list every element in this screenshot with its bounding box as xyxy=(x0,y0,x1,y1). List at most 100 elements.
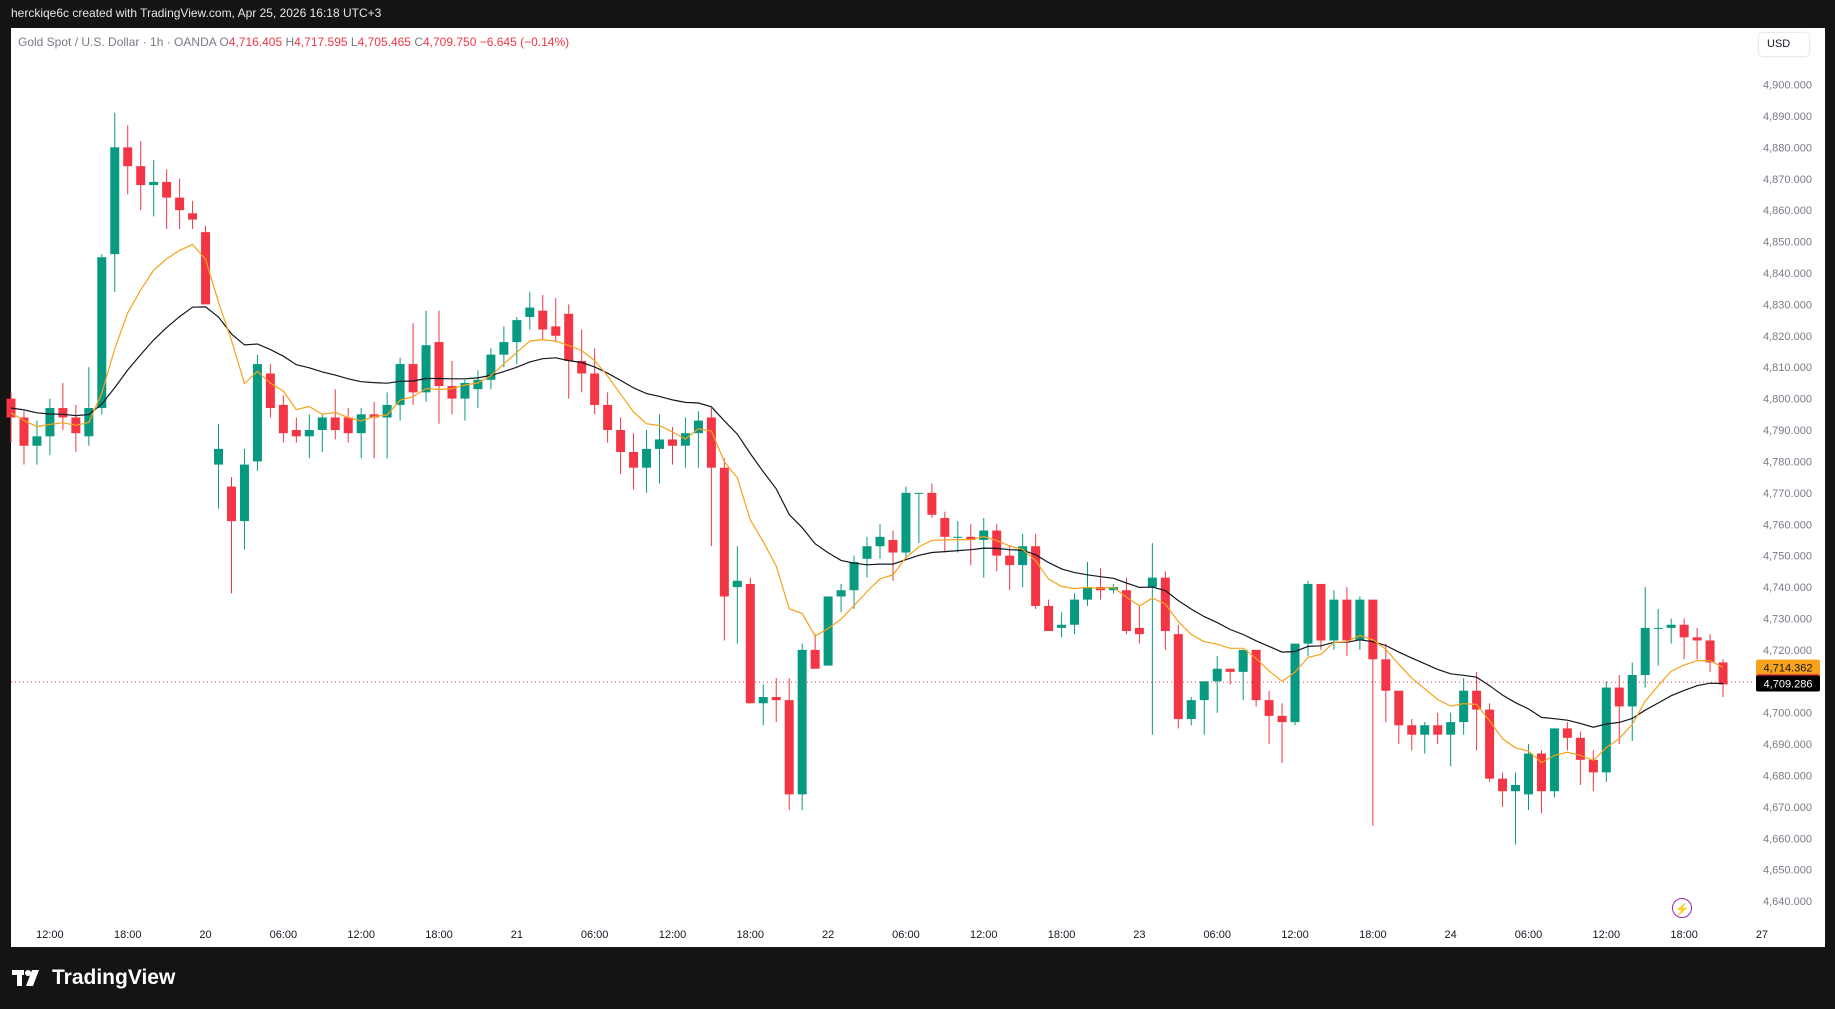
candle-body xyxy=(849,561,859,591)
candle-body xyxy=(1329,599,1339,641)
candle-body xyxy=(1485,709,1495,779)
y-tick-label: 4,720.000 xyxy=(1763,645,1812,657)
x-tick-label: 20 xyxy=(199,929,211,941)
candle-body xyxy=(19,417,29,446)
candle-body xyxy=(1640,627,1650,676)
y-tick-label: 4,680.000 xyxy=(1763,771,1812,783)
candle-body xyxy=(1562,728,1572,738)
symbol-name: Gold Spot / U.S. Dollar · 1h · OANDA xyxy=(18,35,217,49)
candle-body xyxy=(577,360,587,374)
x-tick-label: 12:00 xyxy=(347,929,375,941)
candle-body xyxy=(1005,555,1015,566)
y-tick-label: 4,870.000 xyxy=(1763,174,1812,186)
candle-body xyxy=(719,467,729,597)
chart-panel[interactable] xyxy=(11,28,1825,947)
low-label: L xyxy=(350,35,358,49)
candle-body xyxy=(1588,759,1598,773)
candle-body xyxy=(110,147,120,255)
candle-body xyxy=(1459,690,1469,723)
candle-body xyxy=(356,414,366,434)
x-tick-label: 06:00 xyxy=(1203,929,1231,941)
candle-body xyxy=(551,326,561,336)
y-tick-label: 4,790.000 xyxy=(1763,425,1812,437)
candle-body xyxy=(149,181,159,186)
x-tick-label: 06:00 xyxy=(1515,929,1543,941)
candle-body xyxy=(1718,662,1728,685)
candle-body xyxy=(1044,605,1054,632)
candle-body xyxy=(382,404,392,418)
candle-body xyxy=(590,373,600,405)
candle-body xyxy=(343,417,353,434)
candle-body xyxy=(732,580,742,588)
tradingview-brand[interactable]: TradingView xyxy=(12,966,175,990)
candle-body xyxy=(1212,668,1222,682)
y-tick-label: 4,860.000 xyxy=(1763,205,1812,217)
candle-body xyxy=(629,452,639,468)
low-value: 4,705.465 xyxy=(357,35,411,49)
candle-body xyxy=(239,464,249,522)
candle-body xyxy=(1381,659,1391,691)
candle-body xyxy=(317,417,327,431)
candle-body xyxy=(188,213,198,220)
x-tick-label: 06:00 xyxy=(892,929,920,941)
candle-body xyxy=(927,492,937,515)
x-tick-label: 18:00 xyxy=(114,929,142,941)
candle-body xyxy=(473,379,483,390)
candle-body xyxy=(862,546,872,559)
open-label: O xyxy=(219,35,229,49)
y-tick-label: 4,750.000 xyxy=(1763,551,1812,563)
price-tag-label: 4,709.286 xyxy=(1764,679,1813,691)
candle-body xyxy=(564,313,574,361)
symbol-legend: Gold Spot / U.S. Dollar · 1h · OANDA O4,… xyxy=(18,35,569,49)
y-tick-label: 4,800.000 xyxy=(1763,394,1812,406)
candle-body xyxy=(1303,583,1313,644)
x-tick-label: 18:00 xyxy=(425,929,453,941)
x-tick-label: 18:00 xyxy=(1048,929,1076,941)
lightning-circle-icon[interactable]: ⚡ xyxy=(1672,898,1692,918)
candle-body xyxy=(1199,681,1209,701)
y-tick-label: 4,700.000 xyxy=(1763,708,1812,720)
open-value: 4,716.405 xyxy=(228,35,283,49)
y-tick-label: 4,900.000 xyxy=(1763,80,1812,92)
candle-body xyxy=(953,536,963,538)
x-tick-label: 22 xyxy=(822,929,834,941)
y-tick-label: 4,810.000 xyxy=(1763,362,1812,374)
candle-body xyxy=(1070,599,1080,625)
candle-body xyxy=(1420,725,1430,735)
candle-body xyxy=(226,486,236,522)
candle-body xyxy=(1511,784,1521,792)
candle-body xyxy=(1173,634,1183,719)
y-tick-label: 4,780.000 xyxy=(1763,456,1812,468)
candle-body xyxy=(1394,690,1404,726)
candle-body xyxy=(1018,546,1028,566)
y-tick-label: 4,640.000 xyxy=(1763,896,1812,908)
candle-body xyxy=(966,536,976,540)
candle-body xyxy=(810,649,820,669)
candle-body xyxy=(330,417,340,431)
candle-body xyxy=(1238,649,1248,672)
candle-body xyxy=(1679,624,1689,638)
candle-body xyxy=(693,420,703,434)
candle-body xyxy=(1031,546,1041,606)
high-label: H xyxy=(285,35,295,49)
y-tick-label: 4,740.000 xyxy=(1763,582,1812,594)
candle-body xyxy=(460,382,470,399)
candle-body xyxy=(1614,687,1624,707)
candle-body xyxy=(1705,640,1715,663)
brand-name: TradingView xyxy=(52,966,176,989)
candle-body xyxy=(1523,753,1533,795)
candle-body xyxy=(421,345,431,393)
candle-body xyxy=(1666,624,1676,628)
candle-body xyxy=(1536,753,1546,792)
candle-body xyxy=(836,590,846,597)
candle-body xyxy=(1692,637,1702,641)
chart-caption: herckiqe6c created with TradingView.com,… xyxy=(11,6,382,20)
candle-body xyxy=(771,697,781,701)
currency-button[interactable]: USD xyxy=(1759,33,1809,56)
y-tick-label: 4,850.000 xyxy=(1763,237,1812,249)
candle-body xyxy=(369,414,379,418)
x-tick-label: 18:00 xyxy=(1359,929,1387,941)
x-tick-label: 27 xyxy=(1756,929,1768,941)
candle-body xyxy=(499,342,509,355)
